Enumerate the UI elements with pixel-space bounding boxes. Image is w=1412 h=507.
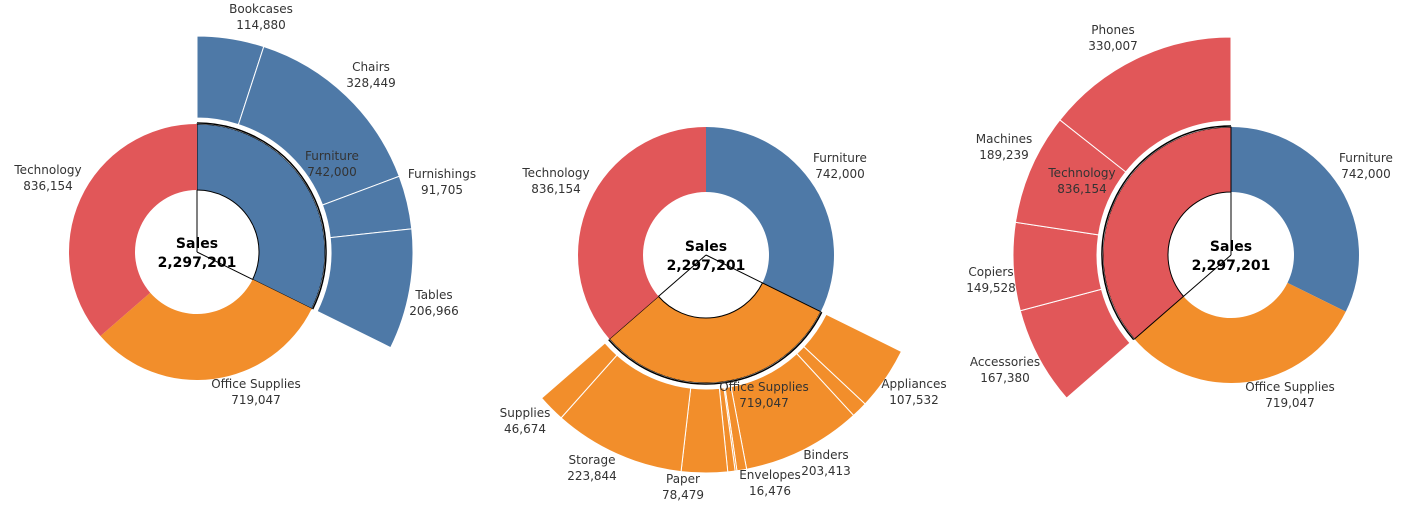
expanded-gap-ring xyxy=(197,119,330,311)
category-office-supplies-slice[interactable] xyxy=(1134,282,1346,384)
category-technology-label: Technology 836,154 xyxy=(13,163,81,193)
office-supplies-expanded-donut: Sales 2,297,201 Furniture 742,000 Office Sup… xyxy=(500,127,947,502)
subcategory-machines-label: Machines 189,239 xyxy=(976,132,1032,162)
center-value: 2,297,201 xyxy=(1192,258,1271,274)
expanded-spoke-2 xyxy=(658,254,707,297)
expanded-outline xyxy=(1101,125,1232,341)
expanded-spoke-1 xyxy=(1183,254,1232,297)
subcategory-supplies-label: Supplies 46,674 xyxy=(500,406,551,436)
subcategory-binders-label: Binders 203,413 xyxy=(801,448,851,478)
subcategory-furnishings-label: Furnishings 91,705 xyxy=(408,167,476,197)
subcategory-appliances-label: Appliances 107,532 xyxy=(881,377,946,407)
center-title: Sales xyxy=(685,239,727,255)
expanded-outline xyxy=(608,311,823,385)
category-furniture-slice[interactable] xyxy=(1231,127,1359,312)
subcategory-supplies-slice[interactable] xyxy=(540,342,618,419)
technology-expanded-donut: Sales 2,297,201 Furniture 742,000 Office Sup… xyxy=(966,23,1393,410)
subcategory-tables-label: Tables 206,966 xyxy=(409,288,459,318)
expanded-spoke-1 xyxy=(705,254,763,284)
category-technology-slice[interactable] xyxy=(68,124,197,337)
expanded-gap-ring xyxy=(605,311,826,388)
center-value: 2,297,201 xyxy=(667,258,746,274)
subcategory-phones-slice[interactable] xyxy=(1059,36,1232,173)
furniture-expanded-donut: Sales 2,297,201 Furniture 742,000 Office Sup… xyxy=(13,2,476,407)
category-office-supplies-label: Office Supplies 719,047 xyxy=(719,380,809,410)
expanded-outline xyxy=(196,122,327,310)
category-furniture-label: Furniture 742,000 xyxy=(813,151,867,181)
expanded-spoke-2 xyxy=(196,251,253,280)
category-technology-label: Technology 836,154 xyxy=(1047,166,1115,196)
category-furniture-slice[interactable] xyxy=(706,127,834,312)
center-title: Sales xyxy=(176,236,218,252)
category-office-supplies-slice[interactable] xyxy=(100,279,312,381)
center-value: 2,297,201 xyxy=(158,255,237,271)
subcategory-storage-label: Storage 223,844 xyxy=(567,453,617,483)
subcategory-accessories-label: Accessories 167,380 xyxy=(970,355,1040,385)
category-technology-label: Technology 836,154 xyxy=(521,166,589,196)
subcategory-tables-slice[interactable] xyxy=(316,228,414,349)
category-furniture-label: Furniture 742,000 xyxy=(305,149,359,179)
category-office-supplies-label: Office Supplies 719,047 xyxy=(1245,380,1335,410)
subcategory-chairs-label: Chairs 328,449 xyxy=(346,60,396,90)
subcategory-bookcases-label: Bookcases 114,880 xyxy=(229,2,293,32)
subcategory-envelopes-label: Envelopes 16,476 xyxy=(739,468,801,498)
category-furniture-label: Furniture 742,000 xyxy=(1339,151,1393,181)
subcategory-copiers-label: Copiers 149,528 xyxy=(966,265,1016,295)
subcategory-phones-label: Phones 330,007 xyxy=(1088,23,1138,53)
category-technology-slice[interactable] xyxy=(577,127,706,340)
subcategory-paper-label: Paper 78,479 xyxy=(662,472,704,502)
center-title: Sales xyxy=(1210,239,1252,255)
category-office-supplies-label: Office Supplies 719,047 xyxy=(211,377,301,407)
